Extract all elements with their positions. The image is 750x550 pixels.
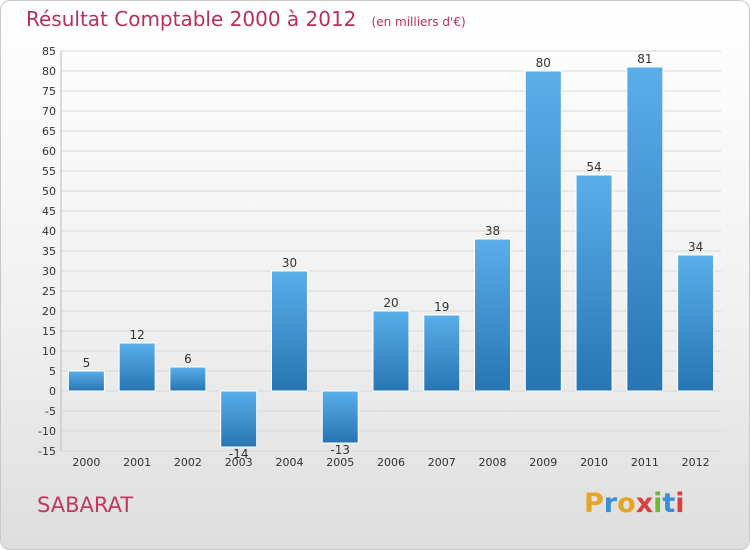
y-tick-label: -5 xyxy=(45,405,56,418)
y-tick-label: 5 xyxy=(49,365,56,378)
x-tick-label-2006: 2006 xyxy=(377,456,405,469)
bar-2005 xyxy=(321,390,359,444)
x-tick-label-2007: 2007 xyxy=(428,456,456,469)
data-labels: 5 12 6 -14 30 -13 20 19 38 80 54 81 34 xyxy=(83,52,704,461)
data-label-2010: 54 xyxy=(586,160,601,174)
y-tick-label: 50 xyxy=(42,185,56,198)
y-tick-label: -10 xyxy=(38,425,56,438)
y-tick-label: 55 xyxy=(42,165,56,178)
data-label-2002: 6 xyxy=(184,352,192,366)
bar-2011 xyxy=(626,66,664,392)
y-tick-label: 60 xyxy=(42,145,56,158)
logo-letter: P xyxy=(584,488,604,519)
y-tick-label: 25 xyxy=(42,285,56,298)
y-tick-label: 70 xyxy=(42,105,56,118)
data-label-2008: 38 xyxy=(485,224,500,238)
data-label-2000: 5 xyxy=(83,356,91,370)
x-tick-label-2000: 2000 xyxy=(72,456,100,469)
logo-letter: i xyxy=(675,488,685,519)
y-tick-label: -15 xyxy=(38,445,56,458)
data-label-2006: 20 xyxy=(383,296,398,310)
bar-2004 xyxy=(270,270,308,392)
y-tick-label: 0 xyxy=(49,385,56,398)
y-tick-label: 45 xyxy=(42,205,56,218)
bar-2006 xyxy=(372,310,410,392)
data-label-2005: -13 xyxy=(330,443,350,457)
logo-letter: t xyxy=(662,488,676,519)
bar-2007 xyxy=(423,314,461,392)
x-tick-label-2002: 2002 xyxy=(174,456,202,469)
chart-title-text: Résultat Comptable 2000 à 2012 xyxy=(26,7,357,31)
data-label-2009: 80 xyxy=(536,56,551,70)
x-tick-label-2003: 2003 xyxy=(225,456,253,469)
x-tick-label-2008: 2008 xyxy=(479,456,507,469)
y-tick-label: 35 xyxy=(42,245,56,258)
logo-letter: x xyxy=(635,488,654,519)
data-label-2001: 12 xyxy=(130,328,145,342)
commune-name: SABARAT xyxy=(37,493,134,517)
x-tick-label-2005: 2005 xyxy=(326,456,354,469)
logo-letter: o xyxy=(617,488,636,519)
bar-2009 xyxy=(524,70,562,392)
bar-2010 xyxy=(575,174,613,392)
bar-2001 xyxy=(118,342,156,392)
bar-2008 xyxy=(474,238,512,392)
y-tick-label: 15 xyxy=(42,325,56,338)
x-tick-label-2010: 2010 xyxy=(580,456,608,469)
bar-2003 xyxy=(220,390,258,448)
data-label-2007: 19 xyxy=(434,300,449,314)
data-label-2012: 34 xyxy=(688,240,703,254)
proxiti-logo: Proxiti xyxy=(584,488,685,519)
x-tick-label-2009: 2009 xyxy=(529,456,557,469)
x-tick-label-2011: 2011 xyxy=(631,456,659,469)
y-tick-label: 80 xyxy=(42,65,56,78)
x-tick-label-2001: 2001 xyxy=(123,456,151,469)
logo-letter: r xyxy=(603,488,618,519)
data-label-2003: -14 xyxy=(229,447,249,461)
bar-2000 xyxy=(67,370,105,392)
unit-note: (en milliers d'€) xyxy=(371,15,466,29)
data-label-2004: 30 xyxy=(282,256,297,270)
y-tick-label: 85 xyxy=(42,45,56,58)
data-label-2011: 81 xyxy=(637,52,652,66)
bar-2002 xyxy=(169,366,207,392)
x-tick-label-2012: 2012 xyxy=(682,456,710,469)
x-axis-ticks: 2000 2001 2002 2003 2004 2005 2006 2007 2008 2009… xyxy=(72,456,709,469)
x-tick-label-2004: 2004 xyxy=(275,456,303,469)
y-tick-label: 20 xyxy=(42,305,56,318)
y-tick-label: 40 xyxy=(42,225,56,238)
bar-2012 xyxy=(677,254,715,392)
y-tick-label: 75 xyxy=(42,85,56,98)
chart-title: Résultat Comptable 2000 à 2012 (en milli… xyxy=(26,7,466,31)
y-axis-ticks: -15 -10 -5 0 5 10 15 20 25 30 35 40 45 50 55 60 65 70 75 80… xyxy=(38,45,56,458)
y-tick-label: 10 xyxy=(42,345,56,358)
y-tick-label: 30 xyxy=(42,265,56,278)
y-tick-label: 65 xyxy=(42,125,56,138)
bars xyxy=(67,66,715,448)
logo-letter: i xyxy=(653,488,663,519)
